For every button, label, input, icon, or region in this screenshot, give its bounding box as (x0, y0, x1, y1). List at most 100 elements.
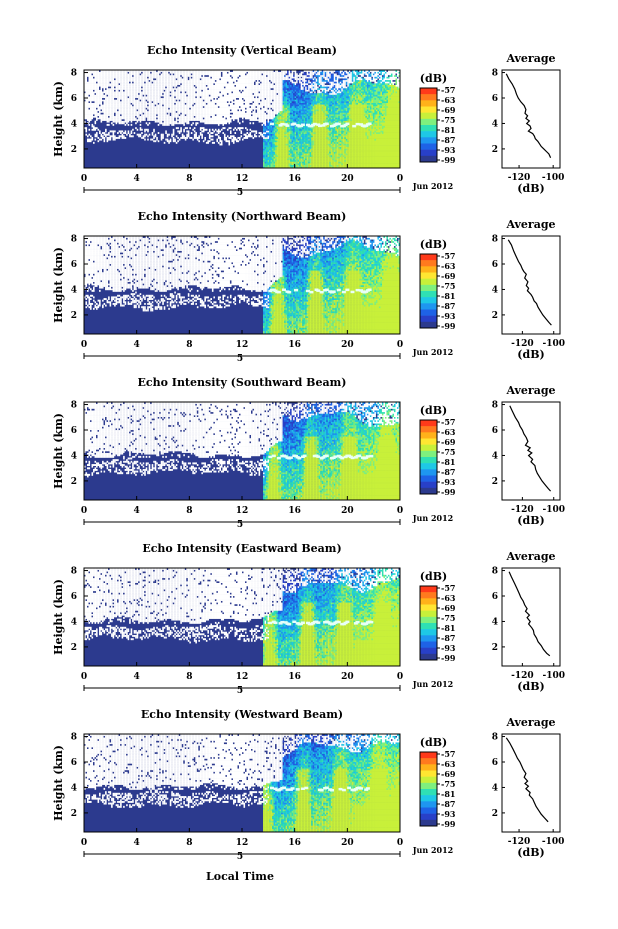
average-profile-line (509, 405, 552, 492)
average-profile-panel: Average 8 6 4 2 -120 -100(dB) (492, 384, 565, 527)
x-tick-label: 20 (341, 340, 354, 350)
colorbar-label: -81 (441, 125, 455, 135)
average-y-tick-label: 8 (492, 733, 498, 743)
colorbar-label: -57 (441, 583, 455, 593)
x-tick-label: 0 (81, 174, 87, 184)
colorbar-label: -87 (441, 467, 455, 477)
colorbar-swatch (420, 438, 437, 445)
date-label: 5 (237, 520, 243, 530)
x-tick-label: 8 (186, 838, 192, 848)
colorbar-swatch (420, 444, 437, 452)
colorbar-swatch (420, 297, 437, 304)
bright-layer (268, 620, 374, 626)
colorbar-label: -87 (441, 799, 455, 809)
colorbar-swatch (420, 610, 437, 618)
colorbar-label: -99 (441, 487, 456, 497)
colorbar-swatch (420, 604, 437, 611)
colorbar-swatch (420, 272, 437, 279)
panel-title: Echo Intensity (Eastward Beam) (142, 542, 341, 555)
panel-4: Echo Intensity (Westward Beam) 8 6 4 2 Height… (52, 708, 564, 862)
average-y-tick-label: 6 (492, 260, 498, 270)
colorbar-swatch (420, 807, 437, 814)
average-y-tick-label: 2 (492, 809, 498, 819)
colorbar-label: -57 (441, 417, 455, 427)
panel-title: Echo Intensity (Westward Beam) (141, 708, 343, 721)
colorbar-swatch (420, 457, 437, 464)
average-profile-line (505, 737, 549, 823)
colorbar-swatch (420, 260, 437, 267)
average-frame (501, 401, 561, 501)
x-tick-label: 0 (81, 838, 87, 848)
x-tick-label: 16 (288, 340, 301, 350)
colorbar-label: -75 (441, 115, 455, 125)
month-label: Jun 2012 (412, 679, 453, 689)
month-label: Jun 2012 (412, 845, 453, 855)
colorbar-swatch (420, 303, 437, 310)
colorbar-swatch (420, 131, 437, 138)
x-axis-ticks: 0 4 8 12 16 20 0 (81, 496, 403, 516)
colorbar-label: -69 (441, 437, 456, 447)
date-label: 5 (237, 354, 243, 364)
panel-0: Echo Intensity (Vertical Beam) 8 6 4 2 Height… (52, 44, 564, 198)
colorbar-swatch (420, 487, 437, 495)
y-axis-ticks: 8 6 4 2 (71, 69, 88, 155)
month-label: Jun 2012 (412, 513, 453, 523)
colorbar-swatch (420, 106, 437, 113)
colorbar-swatch (420, 155, 437, 163)
colorbar-label: -87 (441, 633, 455, 643)
colorbar: (dB)-57-63-69-75-81-87-93-99 (419, 404, 456, 497)
colorbar-label: -57 (441, 749, 455, 759)
average-title: Average (505, 218, 555, 231)
average-y-tick-label: 8 (492, 567, 498, 577)
y-tick-label: 6 (71, 592, 77, 602)
colorbar-swatch (420, 758, 437, 765)
average-profile-panel: Average 8 6 4 2 -120 -100(dB) (492, 716, 565, 859)
average-x-tick-label: -120 (508, 173, 531, 183)
y-tick-label: 8 (71, 567, 77, 577)
average-x-label: (dB) (517, 348, 544, 361)
colorbar-label: -75 (441, 613, 455, 623)
colorbar-swatch (420, 100, 437, 107)
x-axis-ticks: 0 4 8 12 16 20 0 (81, 164, 403, 184)
colorbar-label: -93 (441, 643, 456, 653)
y-axis-ticks: 8 6 4 2 (71, 733, 88, 819)
colorbar-swatch (420, 764, 437, 771)
colorbar-label: -87 (441, 135, 455, 145)
x-tick-label: 0 (397, 672, 403, 682)
colorbar-swatch (420, 420, 437, 427)
average-y-tick-label: 8 (492, 401, 498, 411)
y-tick-label: 2 (71, 643, 77, 653)
average-x-tick-label: -100 (542, 339, 565, 349)
y-tick-label: 8 (71, 69, 77, 79)
y-tick-label: 6 (71, 260, 77, 270)
colorbar-swatch (420, 143, 437, 150)
colorbar-unit: (dB) (420, 570, 447, 583)
colorbar-swatch (420, 469, 437, 476)
colorbar-label: -69 (441, 271, 456, 281)
x-tick-label: 0 (81, 506, 87, 516)
x-tick-label: 20 (341, 838, 354, 848)
x-axis-label: Local Time (206, 870, 274, 883)
month-label: Jun 2012 (412, 347, 453, 357)
colorbar-label: -99 (441, 653, 456, 663)
average-y-tick-label: 6 (492, 426, 498, 436)
x-tick-label: 20 (341, 506, 354, 516)
y-tick-label: 4 (71, 783, 77, 793)
colorbar-label: -99 (441, 155, 456, 165)
x-tick-label: 0 (397, 174, 403, 184)
x-tick-label: 16 (288, 838, 301, 848)
colorbar-swatch (420, 586, 437, 593)
colorbar-swatch (420, 137, 437, 144)
colorbar-label: -57 (441, 85, 455, 95)
y-tick-label: 8 (71, 733, 77, 743)
colorbar-unit: (dB) (420, 404, 447, 417)
y-axis-label: Height (km) (52, 247, 65, 323)
x-tick-label: 4 (134, 340, 140, 350)
average-x-tick-label: -100 (542, 173, 565, 183)
x-tick-label: 20 (341, 672, 354, 682)
colorbar-label: -99 (441, 819, 456, 829)
average-x-tick-label: -120 (511, 339, 534, 349)
colorbar-swatch (420, 789, 437, 796)
colorbar-swatch (420, 112, 437, 120)
average-y-tick-label: 2 (492, 311, 498, 321)
